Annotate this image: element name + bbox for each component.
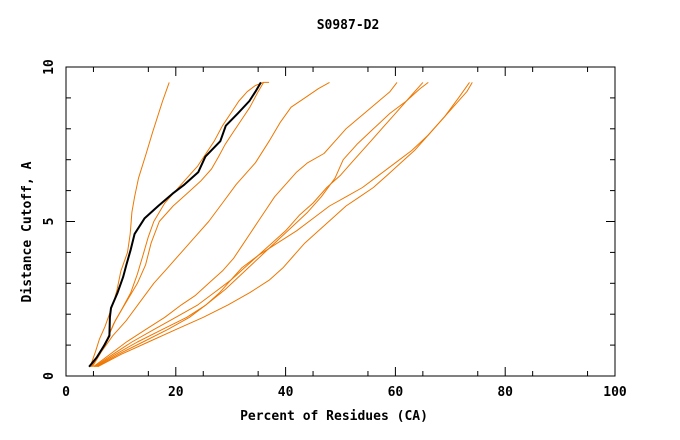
series-line-8 bbox=[96, 82, 470, 368]
series-line-2 bbox=[90, 81, 270, 367]
x-tick-label-2: 40 bbox=[278, 385, 294, 400]
chart-title: S0987-D2 bbox=[317, 18, 380, 33]
x-axis-label: Percent of Residues (CA) bbox=[240, 409, 428, 424]
y-tick-label-1: 5 bbox=[42, 218, 57, 226]
x-tick-label-4: 80 bbox=[497, 385, 513, 400]
y-tick-label-0: 0 bbox=[42, 372, 57, 380]
series-layer bbox=[88, 81, 473, 368]
series-line-4 bbox=[91, 81, 330, 367]
series-line-highlight bbox=[88, 81, 262, 368]
y-axis-label: Distance Cutoff, A bbox=[20, 161, 35, 302]
series-line-9 bbox=[97, 82, 473, 368]
x-tick-label-3: 60 bbox=[388, 385, 404, 400]
series-line-3 bbox=[90, 82, 265, 367]
x-tick-label-1: 20 bbox=[168, 385, 184, 400]
series-line-5 bbox=[93, 82, 398, 368]
x-tick-label-5: 100 bbox=[603, 385, 627, 400]
series-line-1 bbox=[89, 82, 170, 367]
series-line-7 bbox=[95, 82, 429, 368]
axis-ticks: 0 20 40 60 80 100 0 5 10 bbox=[42, 59, 627, 400]
series-line-6 bbox=[94, 82, 424, 368]
y-tick-label-2: 10 bbox=[42, 59, 57, 75]
plot-frame bbox=[65, 66, 616, 377]
x-tick-label-0: 0 bbox=[62, 385, 70, 400]
